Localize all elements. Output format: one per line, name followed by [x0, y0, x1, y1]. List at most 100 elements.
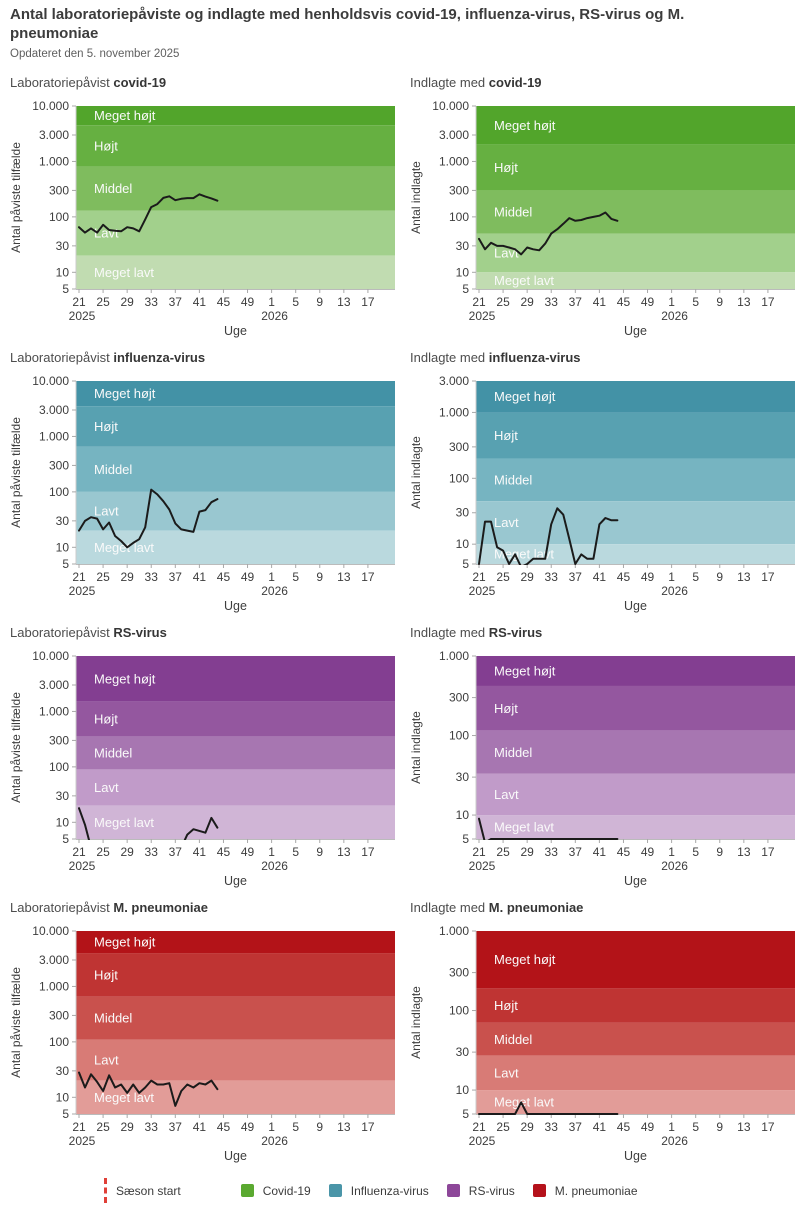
- svg-text:1.000: 1.000: [39, 429, 69, 443]
- chart-cell-flu-ind: Indlagte med influenza-virus 5 10 30 100 300…: [408, 343, 800, 618]
- y-axis-ticks: 5 10 30 100 300 1.000: [439, 649, 476, 846]
- y-axis-title: Antal indlagte: [409, 160, 423, 233]
- svg-text:2025: 2025: [69, 584, 96, 598]
- svg-text:25: 25: [96, 1120, 110, 1134]
- chart-title-prefix: Laboratoriepåvist: [10, 349, 110, 365]
- y-axis-ticks: 5 10 30 100 300 1.000 3.000 10.000: [32, 649, 76, 846]
- svg-text:10: 10: [456, 808, 470, 822]
- svg-text:10: 10: [456, 1083, 470, 1097]
- svg-text:5: 5: [692, 845, 699, 859]
- svg-text:37: 37: [169, 845, 183, 859]
- svg-text:29: 29: [520, 570, 534, 584]
- svg-text:13: 13: [337, 1120, 351, 1134]
- svg-text:13: 13: [737, 295, 751, 309]
- y-axis-ticks: 5 10 30 100 300 1.000 3.000 10.000: [32, 374, 76, 571]
- svg-text:49: 49: [641, 845, 655, 859]
- svg-text:5: 5: [292, 570, 299, 584]
- y-axis-title: Antal indlagte: [409, 710, 423, 783]
- svg-text:1.000: 1.000: [439, 649, 469, 663]
- svg-text:Uge: Uge: [624, 874, 647, 888]
- svg-text:2025: 2025: [469, 309, 496, 323]
- svg-text:30: 30: [56, 238, 70, 252]
- svg-text:29: 29: [120, 1120, 134, 1134]
- svg-text:17: 17: [761, 295, 775, 309]
- chart-canvas-flu-lab: 5 10 30 100 300 1.000 3.000 10.000 21 25 29 33 37 41 4…: [9, 374, 395, 613]
- y-axis-ticks: 5 10 30 100 300 1.000: [439, 924, 476, 1121]
- y-axis-ticks: 5 10 30 100 300 1.000 3.000 10.000: [432, 99, 476, 296]
- svg-text:5: 5: [292, 845, 299, 859]
- svg-text:30: 30: [456, 1045, 470, 1059]
- svg-text:3.000: 3.000: [39, 402, 69, 416]
- axes: [75, 930, 395, 1115]
- svg-text:9: 9: [316, 295, 323, 309]
- svg-text:Lavt: Lavt: [494, 786, 519, 801]
- svg-text:9: 9: [716, 1120, 723, 1134]
- svg-text:37: 37: [169, 570, 183, 584]
- chart-title-rs-ind: Indlagte med RS-virus: [408, 618, 800, 646]
- svg-text:45: 45: [617, 1120, 631, 1134]
- svg-text:2025: 2025: [469, 1134, 496, 1148]
- svg-text:Højt: Højt: [494, 160, 518, 175]
- svg-text:41: 41: [593, 570, 607, 584]
- svg-text:Uge: Uge: [624, 324, 647, 338]
- legend-item-covid: Covid-19: [240, 1184, 311, 1198]
- svg-text:100: 100: [449, 728, 469, 742]
- svg-text:33: 33: [545, 570, 559, 584]
- svg-text:Lavt: Lavt: [494, 1065, 519, 1080]
- y-axis-title: Antal indlagte: [409, 435, 423, 508]
- svg-text:Middel: Middel: [494, 744, 532, 759]
- svg-text:300: 300: [449, 690, 469, 704]
- svg-text:1.000: 1.000: [39, 154, 69, 168]
- legend-item-rs: RS-virus: [446, 1184, 515, 1198]
- series-line: [78, 1071, 219, 1107]
- svg-text:29: 29: [120, 570, 134, 584]
- svg-text:17: 17: [761, 845, 775, 859]
- svg-text:33: 33: [545, 845, 559, 859]
- chart-title-disease: M. pneumoniae: [488, 899, 584, 915]
- svg-text:9: 9: [716, 570, 723, 584]
- svg-text:100: 100: [449, 471, 469, 485]
- svg-text:45: 45: [617, 295, 631, 309]
- chart-canvas-rs-lab: 5 10 30 100 300 1.000 3.000 10.000 21 25 29 33 37 41 4…: [9, 649, 395, 888]
- svg-text:10: 10: [456, 265, 470, 279]
- svg-text:5: 5: [462, 557, 469, 571]
- page-subtitle: Opdateret den 5. november 2025: [10, 47, 180, 60]
- svg-text:1.000: 1.000: [439, 405, 469, 419]
- svg-text:41: 41: [593, 845, 607, 859]
- svg-text:1: 1: [668, 1120, 675, 1134]
- svg-text:2026: 2026: [661, 309, 688, 323]
- svg-text:5: 5: [62, 282, 69, 296]
- svg-text:Meget højt: Meget højt: [94, 671, 156, 686]
- svg-text:300: 300: [49, 1008, 69, 1022]
- svg-text:100: 100: [49, 484, 69, 498]
- risk-bands: [76, 105, 395, 289]
- svg-text:Meget lavt: Meget lavt: [494, 1094, 554, 1109]
- svg-text:9: 9: [316, 845, 323, 859]
- svg-text:100: 100: [49, 1034, 69, 1048]
- svg-text:3.000: 3.000: [39, 677, 69, 691]
- svg-text:Meget højt: Meget højt: [494, 389, 556, 404]
- svg-text:Uge: Uge: [224, 324, 247, 338]
- svg-text:1: 1: [268, 1120, 275, 1134]
- chart-title-covid-lab: Laboratoriepåvist covid-19: [8, 68, 400, 96]
- axes: [475, 380, 795, 565]
- svg-text:13: 13: [337, 845, 351, 859]
- svg-text:5: 5: [62, 832, 69, 846]
- chart-title-flu-lab: Laboratoriepåvist influenza-virus: [8, 343, 400, 371]
- svg-text:17: 17: [361, 845, 375, 859]
- chart-canvas-covid-ind: 5 10 30 100 300 1.000 3.000 10.000 21 25 29 33 37 41 4…: [409, 99, 795, 338]
- svg-text:30: 30: [56, 1063, 70, 1077]
- chart-title-disease: influenza-virus: [113, 349, 206, 365]
- svg-text:25: 25: [96, 845, 110, 859]
- mp-swatch-icon: [532, 1184, 546, 1197]
- svg-text:10: 10: [56, 1090, 70, 1104]
- svg-text:45: 45: [217, 295, 231, 309]
- x-axis-ticks: 21 25 29 33 37 41 45 49 1 5 9 13 17 2025 2026 Uge: [469, 563, 775, 613]
- svg-text:25: 25: [496, 845, 510, 859]
- covid-swatch-icon: [240, 1184, 254, 1197]
- svg-text:49: 49: [241, 845, 255, 859]
